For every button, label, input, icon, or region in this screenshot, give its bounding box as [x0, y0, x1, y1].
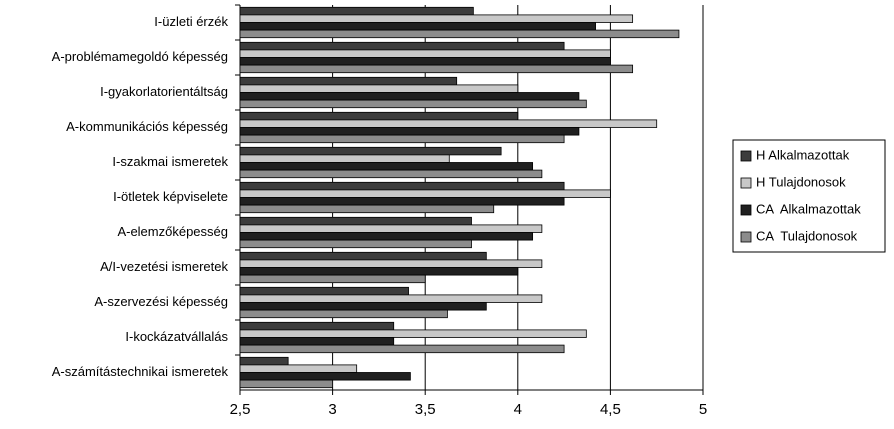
bar [239, 232, 534, 241]
bar [239, 127, 580, 136]
bar [239, 379, 333, 389]
bar [239, 356, 289, 366]
bar [239, 274, 426, 284]
bar [239, 111, 519, 121]
y-tick-label: A-elemzőképesség [117, 224, 228, 239]
y-tick-label: A/I-vezetési ismeretek [100, 259, 228, 274]
bar [239, 119, 658, 128]
x-tick-label: 4,5 [600, 401, 621, 418]
legend-swatch [740, 204, 752, 216]
bar [239, 6, 474, 16]
y-tick-label: I-kockázatvállalás [125, 329, 228, 344]
bar [239, 29, 680, 39]
legend-label: CA Alkalmazottak [756, 201, 861, 216]
y-tick-label: A-kommunikációs képesség [66, 119, 228, 134]
bar [239, 302, 487, 311]
y-tick-label: A-számítástechnikai ismeretek [52, 364, 229, 379]
bar [239, 329, 587, 338]
bar [239, 84, 519, 93]
bar [239, 259, 543, 268]
bar [239, 99, 587, 109]
legend-label: CA Tulajdonosok [756, 228, 858, 243]
y-tick-label: I-szakmai ismeretek [112, 154, 228, 169]
bar [239, 57, 611, 66]
y-tick-label: I-üzleti érzék [154, 14, 228, 29]
bar [239, 49, 611, 58]
bar [239, 204, 495, 214]
bar [239, 134, 565, 144]
bar [239, 294, 543, 303]
bar [239, 216, 472, 226]
bar [239, 189, 611, 198]
bar [239, 286, 409, 296]
legend-box [732, 139, 886, 253]
x-tick-label: 3,5 [415, 401, 436, 418]
bar [239, 251, 487, 261]
bar [239, 22, 596, 31]
bar [239, 239, 472, 249]
bar [239, 154, 450, 163]
bar [239, 309, 448, 319]
bar [239, 64, 634, 74]
legend-swatch [740, 177, 752, 189]
y-tick-label: A-szervezési képesség [94, 294, 228, 309]
bar [239, 169, 543, 179]
legend-swatch [740, 150, 752, 162]
bar [239, 364, 358, 373]
x-tick-label: 4 [514, 401, 522, 418]
bar [239, 162, 534, 171]
bar [239, 372, 411, 381]
bar [239, 321, 395, 331]
bar [239, 76, 458, 86]
x-tick-label: 2,5 [230, 401, 251, 418]
y-tick-label: A-problémamegoldó képesség [52, 49, 228, 64]
x-tick-label: 5 [699, 401, 707, 418]
bar [239, 181, 565, 191]
y-tick-label: I-ötletek képviselete [113, 189, 228, 204]
bar [239, 146, 502, 156]
bar [239, 224, 543, 233]
bar [239, 41, 565, 51]
legend-label: H Tulajdonosok [756, 174, 846, 189]
y-tick-label: I-gyakorlatorientáltság [100, 84, 228, 99]
x-tick-label: 3 [328, 401, 336, 418]
bar [239, 344, 565, 354]
bar [239, 92, 580, 101]
legend-swatch [740, 231, 752, 243]
bar [239, 14, 634, 23]
bar [239, 197, 565, 206]
bar [239, 267, 519, 276]
legend-label: H Alkalmazottak [756, 147, 850, 162]
bar [239, 337, 395, 346]
